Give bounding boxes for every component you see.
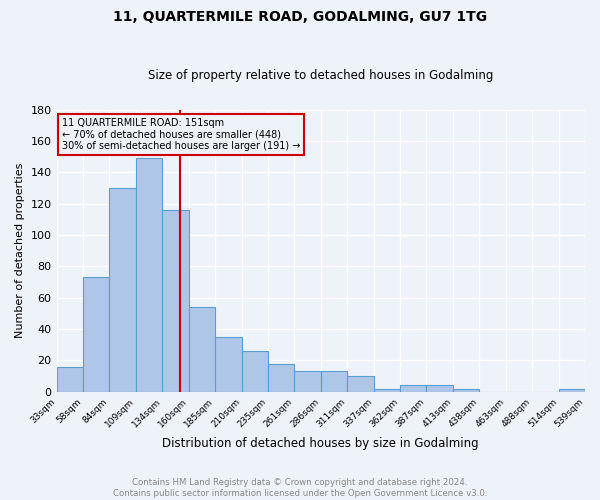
Title: Size of property relative to detached houses in Godalming: Size of property relative to detached ho… — [148, 69, 493, 82]
Text: 11, QUARTERMILE ROAD, GODALMING, GU7 1TG: 11, QUARTERMILE ROAD, GODALMING, GU7 1TG — [113, 10, 487, 24]
Bar — [400, 386, 427, 392]
Text: Contains HM Land Registry data © Crown copyright and database right 2024.
Contai: Contains HM Land Registry data © Crown c… — [113, 478, 487, 498]
Bar — [56, 366, 83, 392]
Bar — [321, 372, 347, 392]
Bar — [109, 188, 136, 392]
Bar — [215, 337, 242, 392]
Y-axis label: Number of detached properties: Number of detached properties — [15, 163, 25, 338]
Bar — [295, 372, 321, 392]
Bar — [427, 386, 453, 392]
Bar — [453, 388, 479, 392]
Bar — [136, 158, 162, 392]
Bar — [374, 388, 400, 392]
Bar — [188, 307, 215, 392]
Bar — [268, 364, 295, 392]
Bar — [559, 388, 585, 392]
X-axis label: Distribution of detached houses by size in Godalming: Distribution of detached houses by size … — [163, 437, 479, 450]
Text: 11 QUARTERMILE ROAD: 151sqm
← 70% of detached houses are smaller (448)
30% of se: 11 QUARTERMILE ROAD: 151sqm ← 70% of det… — [62, 118, 300, 151]
Bar — [162, 210, 188, 392]
Bar — [83, 278, 109, 392]
Bar — [242, 351, 268, 392]
Bar — [347, 376, 374, 392]
